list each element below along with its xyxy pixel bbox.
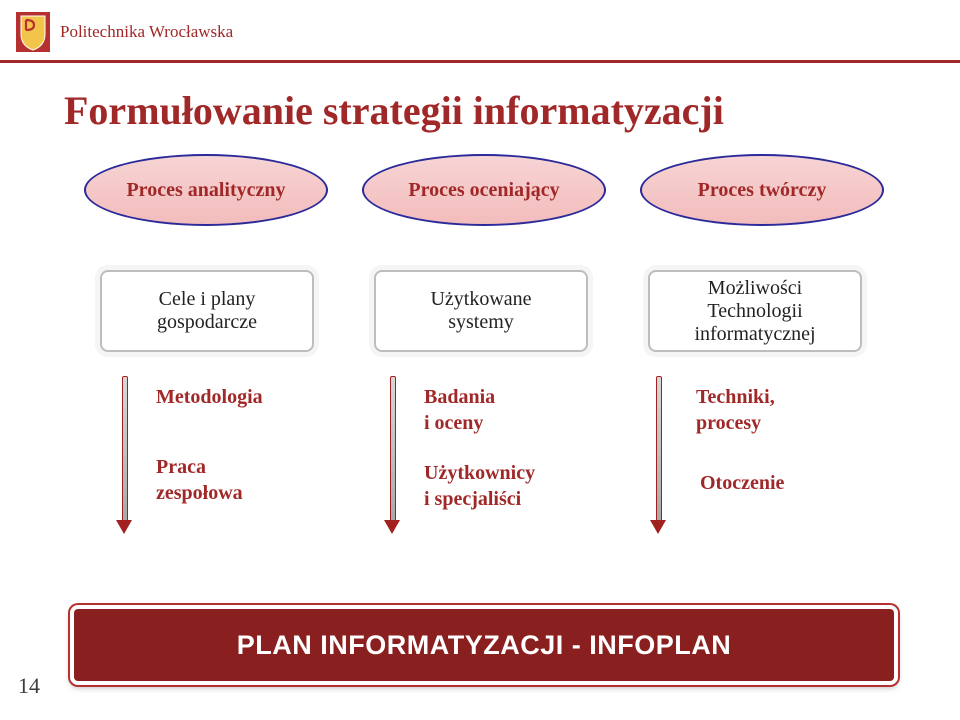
label-techniques-l2: procesy xyxy=(696,410,775,436)
side-labels-area: Metodologia Praca zespołowa Badania i oc… xyxy=(0,380,960,530)
ellipse-evaluating: Proces oceniający xyxy=(362,154,606,226)
arrow-left xyxy=(116,376,132,534)
label-users-l1: Użytkownicy xyxy=(424,460,535,486)
box-tech-l2: Technologii xyxy=(694,300,815,323)
label-techniques: Techniki, procesy xyxy=(696,384,775,436)
label-methodology: Metodologia xyxy=(156,384,263,410)
slide-body: Formułowanie strategii informatyzacji Pr… xyxy=(0,63,960,719)
label-teamwork-l2: zespołowa xyxy=(156,480,243,506)
box-tech: Możliwości Technologii informatycznej xyxy=(648,270,862,352)
box-goals-l1: Cele i plany xyxy=(157,288,257,311)
result-bar: PLAN INFORMATYZACJI - INFOPLAN xyxy=(70,605,898,685)
label-environment: Otoczenie xyxy=(700,470,784,496)
label-users-l2: i specjaliści xyxy=(424,486,535,512)
university-name: Politechnika Wrocławska xyxy=(60,22,233,42)
box-systems: Użytkowane systemy xyxy=(374,270,588,352)
ellipse-analytical: Proces analityczny xyxy=(84,154,328,226)
box-systems-l1: Użytkowane xyxy=(430,288,531,311)
box-systems-l2: systemy xyxy=(430,311,531,334)
result-bar-text: PLAN INFORMATYZACJI - INFOPLAN xyxy=(237,630,731,661)
ellipse-creative: Proces twórczy xyxy=(640,154,884,226)
university-logo xyxy=(16,12,50,52)
page-title: Formułowanie strategii informatyzacji xyxy=(0,63,960,154)
input-boxes-row: Cele i plany gospodarcze Użytkowane syst… xyxy=(0,270,960,352)
arrow-middle xyxy=(384,376,400,534)
label-teamwork-l1: Praca xyxy=(156,454,243,480)
label-research-l1: Badania xyxy=(424,384,495,410)
label-users: Użytkownicy i specjaliści xyxy=(424,460,535,512)
page-number: 14 xyxy=(18,673,40,699)
box-goals-l2: gospodarcze xyxy=(157,311,257,334)
label-teamwork: Praca zespołowa xyxy=(156,454,243,506)
box-tech-l1: Możliwości xyxy=(694,277,815,300)
label-research: Badania i oceny xyxy=(424,384,495,436)
process-ellipses-row: Proces analityczny Proces oceniający Pro… xyxy=(0,154,960,226)
box-goals: Cele i plany gospodarcze xyxy=(100,270,314,352)
label-research-l2: i oceny xyxy=(424,410,495,436)
box-tech-l3: informatycznej xyxy=(694,323,815,346)
arrow-right xyxy=(650,376,666,534)
header-bar: Politechnika Wrocławska xyxy=(0,0,960,63)
label-techniques-l1: Techniki, xyxy=(696,384,775,410)
